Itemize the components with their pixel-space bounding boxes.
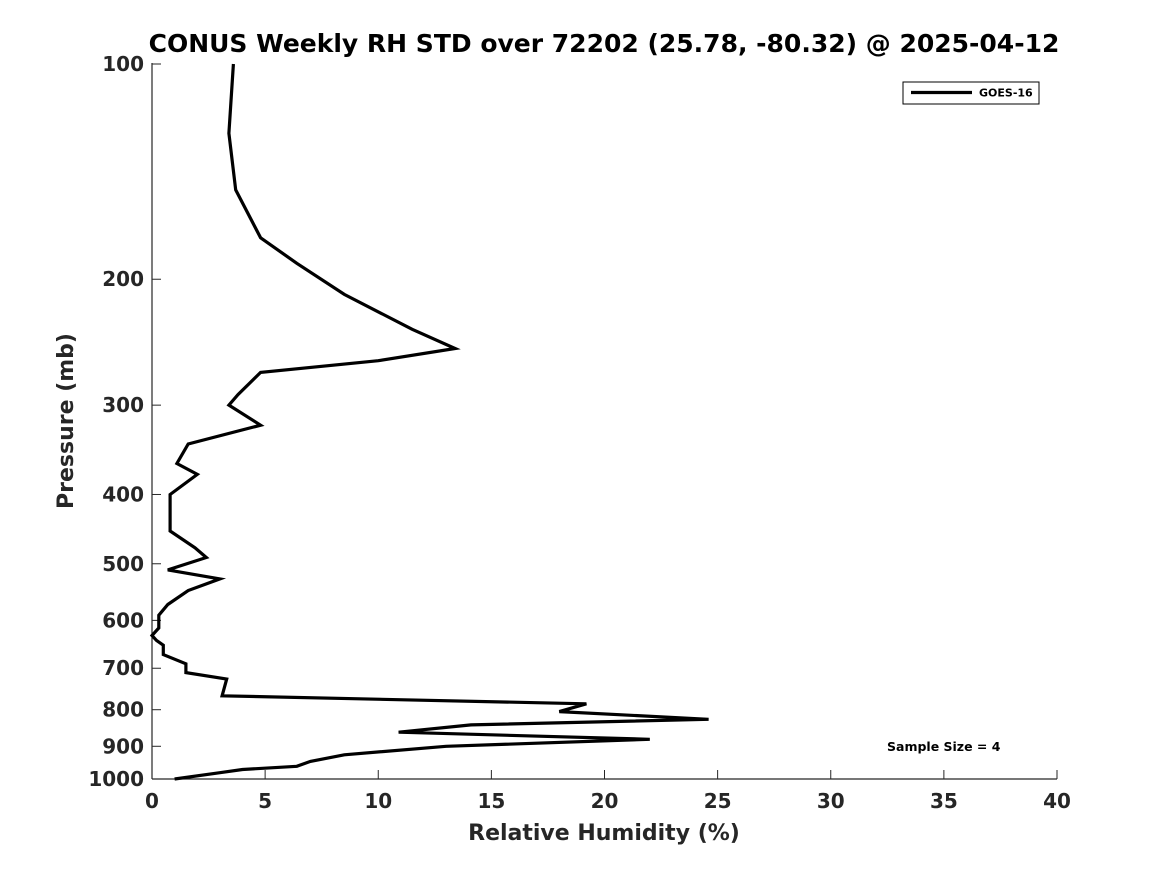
y-tick-label: 900	[102, 734, 144, 758]
chart-title: CONUS Weekly RH STD over 72202 (25.78, -…	[149, 29, 1060, 58]
y-tick-label: 500	[102, 552, 144, 576]
x-tick-label: 15	[477, 789, 505, 813]
y-ticks: 100 200 300 400 500 600 700 800 900 1000	[88, 52, 161, 791]
legend[interactable]: GOES-16	[902, 81, 1040, 105]
x-tick-label: 40	[1043, 789, 1071, 813]
x-axis-label: Relative Humidity (%)	[468, 821, 740, 846]
y-tick-label: 100	[102, 52, 144, 76]
x-tick-label: 30	[817, 789, 845, 813]
x-ticks: 0 5 10 15 20 25 30 35 40	[145, 770, 1071, 813]
y-tick-label: 1000	[88, 767, 144, 791]
y-tick-label: 600	[102, 608, 144, 632]
y-tick-label: 400	[102, 482, 144, 506]
series-line-goes-16	[149, 63, 709, 781]
axes	[151, 63, 1057, 780]
y-tick-label: 800	[102, 698, 144, 722]
y-axis-label: Pressure (mb)	[54, 333, 79, 509]
x-tick-label: 10	[364, 789, 392, 813]
y-tick-label: 700	[102, 656, 144, 680]
y-tick-label: 300	[102, 393, 144, 417]
legend-label-goes-16: GOES-16	[979, 87, 1033, 100]
y-tick-label: 200	[102, 267, 144, 291]
x-tick-label: 25	[704, 789, 732, 813]
x-tick-label: 5	[258, 789, 272, 813]
x-tick-label: 0	[145, 789, 159, 813]
sample-size-annotation: Sample Size = 4	[887, 739, 1001, 754]
x-tick-label: 35	[930, 789, 958, 813]
x-tick-label: 20	[591, 789, 619, 813]
